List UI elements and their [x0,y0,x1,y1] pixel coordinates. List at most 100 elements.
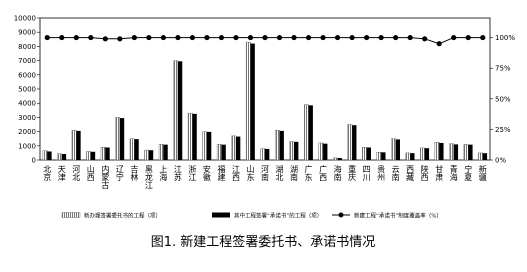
bar [148,150,154,160]
line-point [378,34,384,41]
x-tick-label: 山东 [246,164,255,181]
line-point [175,34,181,41]
bar [86,151,92,161]
y2-tick-label: 75% [495,65,511,73]
x-tick-label: 吉林 [130,165,139,182]
bar [192,113,197,160]
x-tick-label: 广东 [304,164,313,181]
bar [391,138,396,161]
y-tick-label: 4000 [18,100,36,108]
bar [144,149,150,161]
x-tick-label: 天津 [57,165,66,182]
bar [294,141,299,160]
bar [134,139,139,160]
line-point [276,34,283,41]
bar [42,150,48,161]
bar [376,151,382,161]
x-tick-label: 河南 [261,164,270,181]
bar [202,131,208,161]
bar [366,147,371,160]
x-tick-label: 安徽 [202,164,211,182]
bar [410,153,415,160]
x-tick-label: 上海 [159,165,168,182]
bar [119,118,125,160]
bar [235,136,241,160]
bar [90,151,96,160]
line-point [44,34,50,41]
x-tick-label: 北京 [43,165,52,182]
bar [274,129,280,161]
x-tick-label: 西藏 [406,165,415,182]
line-point [73,34,79,41]
bar [308,105,313,160]
bar [482,153,488,160]
line-point [102,36,108,42]
bar [323,143,328,160]
x-tick-label: 陕西 [420,164,429,182]
x-tick-label: 云南 [391,165,400,181]
line-point [117,36,123,42]
bar [105,147,110,160]
line-point [451,34,457,41]
bar [381,152,386,160]
bar [468,144,473,160]
x-tick-label: 辽宁 [115,165,124,181]
line-point [88,34,94,41]
line-point [465,34,471,41]
line-point [422,36,428,42]
y-tick-label: 2000 [18,128,36,136]
legend-marker [338,212,344,218]
x-tick-label: 宁夏 [464,164,473,181]
bar [289,141,295,161]
y-tick-label: 3000 [18,114,36,122]
bar [47,151,52,160]
line-point [291,34,297,41]
line-point [393,34,399,41]
bar [453,144,459,160]
line-point [204,34,210,41]
y-tick-label: 9000 [18,29,36,37]
x-tick-label: 湖南 [290,165,299,181]
line-point [320,34,326,41]
line-point [189,34,196,41]
x-tick-label: 甘肃 [435,164,444,182]
bar [163,144,168,160]
bar [478,152,483,161]
line-point [262,34,268,41]
line-point [364,34,370,41]
y2-tick-label: 0% [495,157,506,165]
bar [439,142,444,160]
bar [158,144,164,161]
bar [420,147,425,161]
bar [173,60,179,161]
bar [221,144,226,160]
bar [57,153,62,161]
x-tick-label: 贵州 [377,164,386,181]
x-tick-label: 浙江 [188,164,197,182]
legend-label: 新建工程“承诺书”制度覆盖率（%） [354,212,442,220]
x-tick-label: 黑龙江 [144,165,153,190]
y-tick-label: 6000 [18,71,36,79]
bar [61,154,67,160]
bar [347,124,353,161]
line-point [146,34,152,41]
line-point [480,34,486,41]
bar [362,147,367,161]
x-tick-label: 福建 [217,165,226,182]
bar [216,144,222,161]
x-tick-label: 新疆 [478,164,487,182]
legend-label: 新办理签署委托书的工程（项） [84,212,161,220]
y-tick-label: 8000 [18,43,36,51]
y2-tick-label: 100% [495,34,515,42]
bar [245,41,251,161]
y2-tick-label: 50% [495,95,511,103]
line-point [160,34,166,41]
bar [279,130,284,160]
line-point [436,41,442,47]
y-tick-label: 1000 [18,142,36,150]
bar [318,142,324,161]
line-point [334,34,341,41]
line-point [218,34,225,41]
bar [449,143,454,161]
